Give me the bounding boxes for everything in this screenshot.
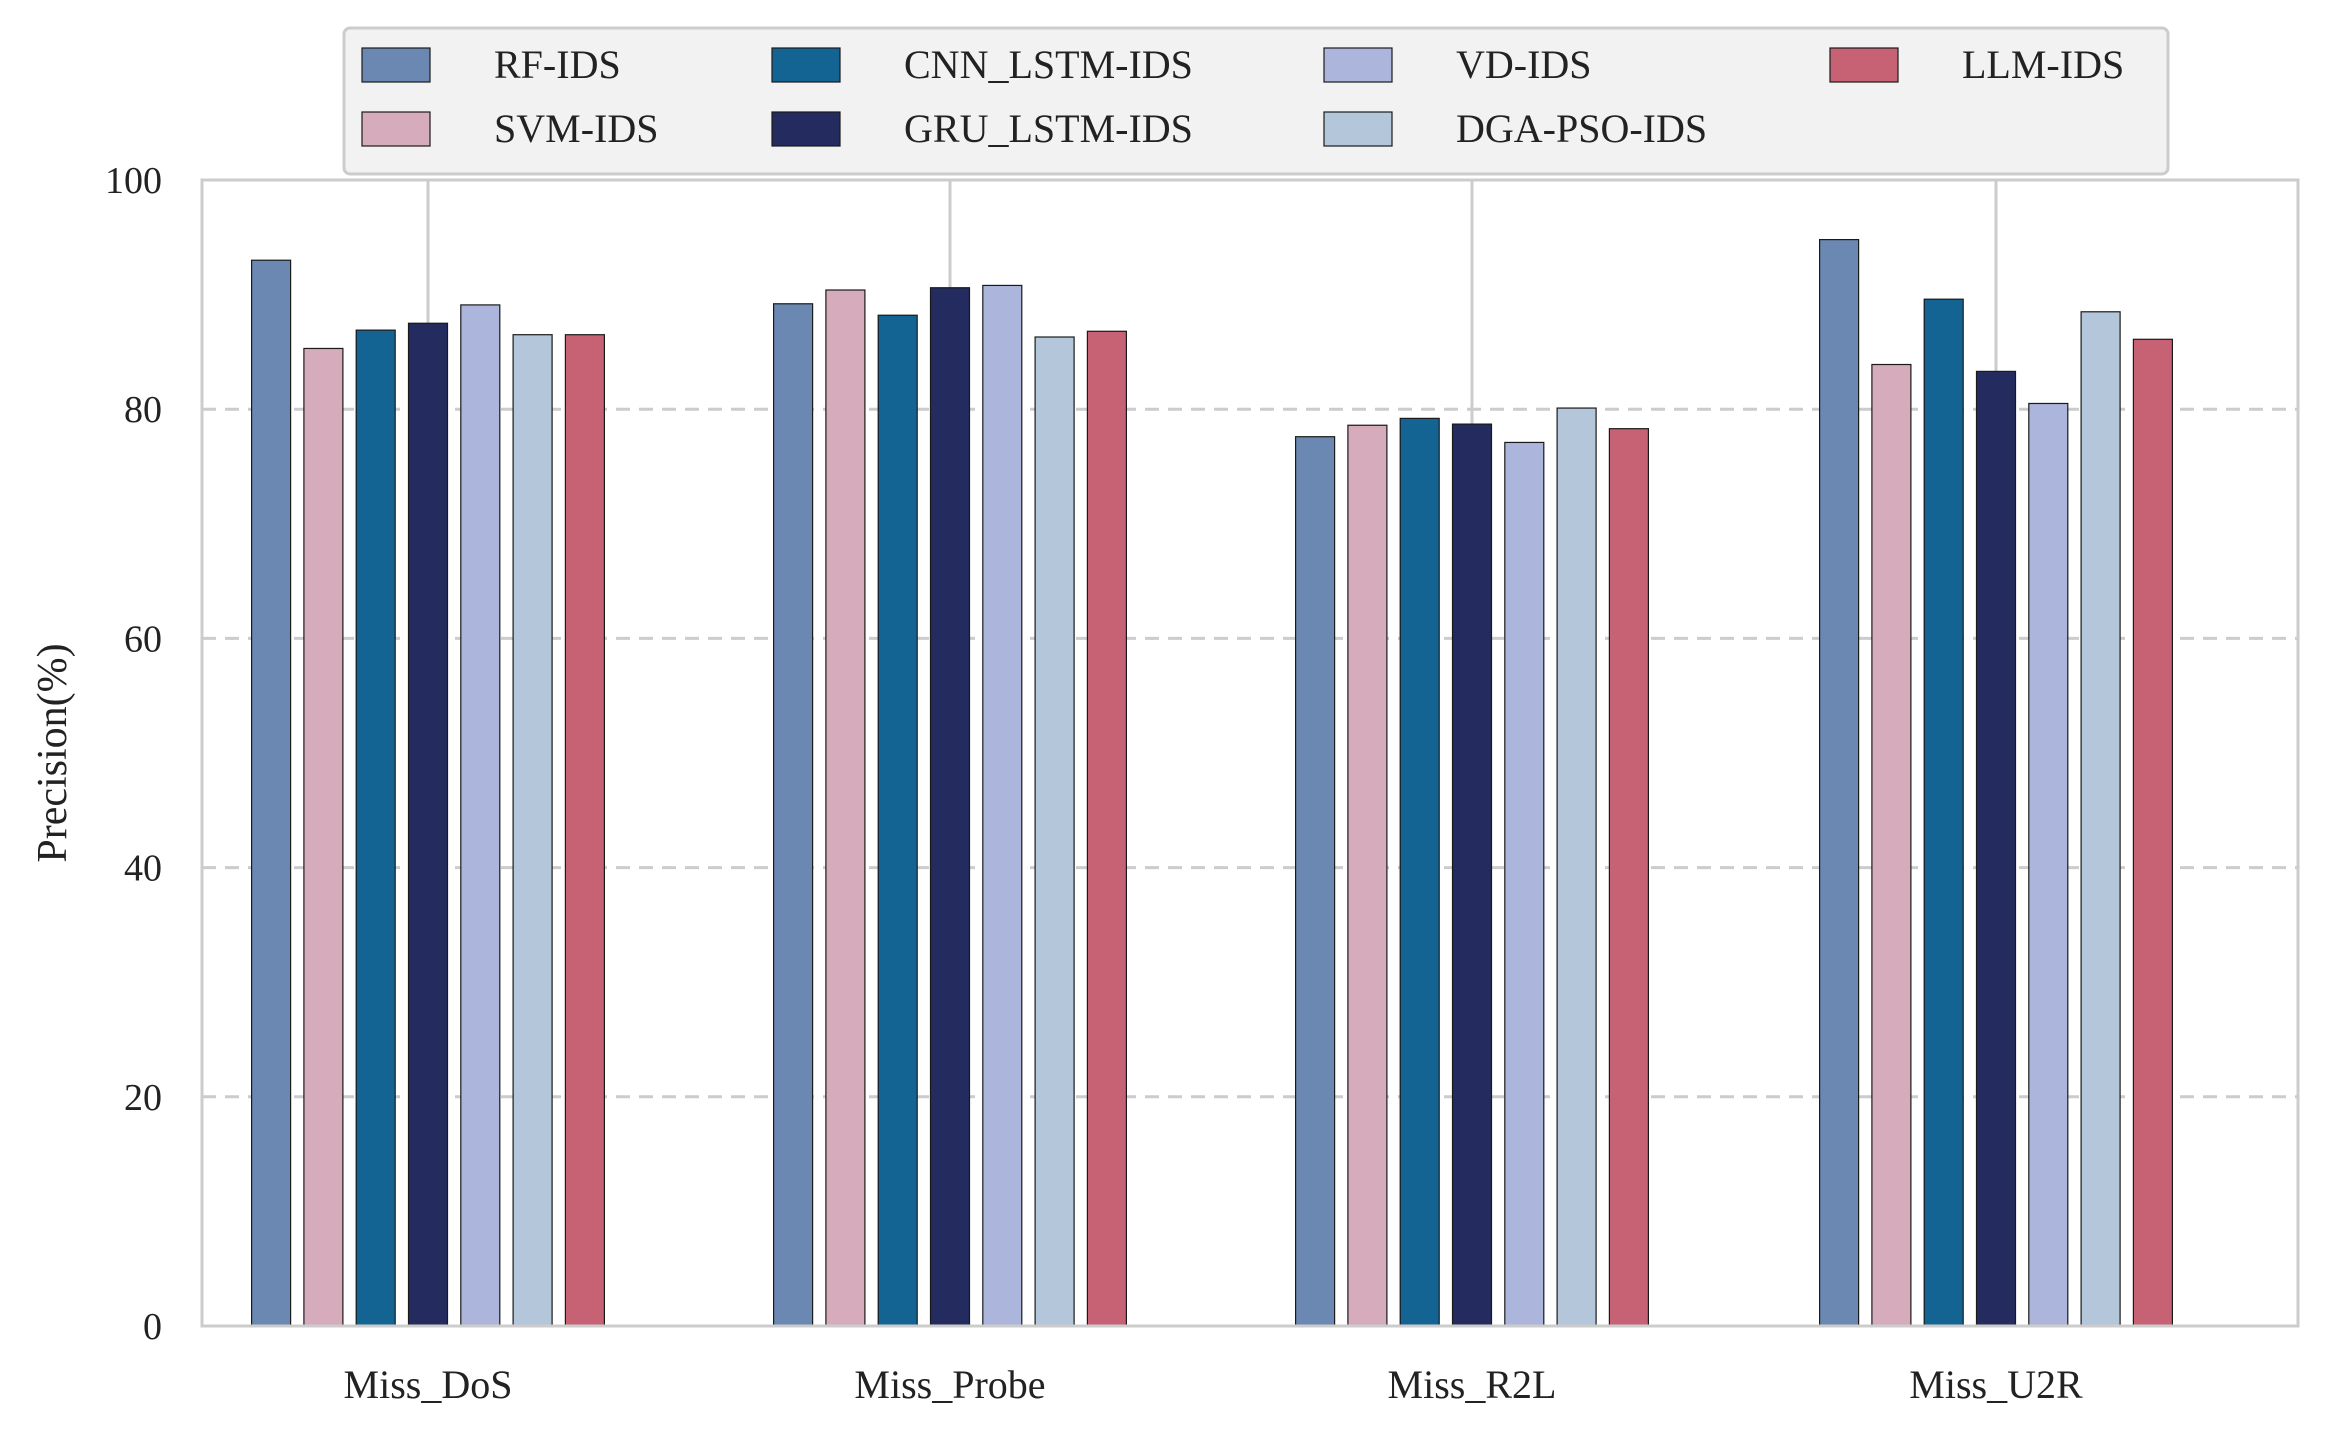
y-tick-labels: 0 20 40 60 80 100 <box>105 160 162 1348</box>
legend-label: GRU_LSTM-IDS <box>904 106 1193 151</box>
bar <box>877 314 918 1327</box>
bar <box>982 284 1023 1327</box>
legend-swatch <box>1829 47 1899 83</box>
bar <box>1399 417 1440 1327</box>
bar <box>407 322 449 1327</box>
bar <box>1294 436 1336 1327</box>
legend-swatch <box>1323 111 1393 147</box>
bar <box>564 334 606 1327</box>
bar <box>1451 423 1493 1327</box>
legend-label: RF-IDS <box>494 42 621 87</box>
x-category-labels: Miss_DoS Miss_Probe Miss_R2L Miss_U2R <box>344 1362 2083 1407</box>
bar <box>1556 407 1597 1327</box>
bar <box>929 287 971 1327</box>
bar <box>1608 428 1650 1327</box>
bar <box>1086 330 1128 1327</box>
bar <box>512 334 553 1327</box>
y-tick-label: 80 <box>124 389 162 431</box>
legend-label: CNN_LSTM-IDS <box>904 42 1193 87</box>
bar <box>1034 336 1075 1327</box>
legend-label: VD-IDS <box>1456 42 1592 87</box>
legend-swatch <box>771 47 841 83</box>
plot-frame <box>200 178 2300 1328</box>
legend-swatch <box>771 111 841 147</box>
bar <box>825 289 866 1327</box>
bar <box>355 329 396 1327</box>
x-tick-label: Miss_DoS <box>344 1362 513 1407</box>
x-tick-label: Miss_Probe <box>854 1362 1045 1407</box>
bar <box>1818 238 1860 1327</box>
legend-label: DGA-PSO-IDS <box>1456 106 1707 151</box>
bars-layer <box>251 238 2173 1327</box>
y-tick-label: 0 <box>143 1306 162 1348</box>
bar <box>2132 338 2173 1327</box>
bar <box>1871 363 1912 1327</box>
legend-swatch <box>361 47 431 83</box>
bar <box>1504 441 1545 1327</box>
y-tick-label: 40 <box>124 848 162 890</box>
x-tick-label: Miss_U2R <box>1909 1362 2083 1407</box>
bar <box>460 304 501 1327</box>
legend-swatch <box>361 111 431 147</box>
legend-swatch <box>1323 47 1393 83</box>
x-tick-label: Miss_R2L <box>1388 1362 1557 1407</box>
bar <box>1923 298 1964 1327</box>
bar <box>2028 402 2069 1327</box>
y-tick-label: 60 <box>124 618 162 660</box>
y-axis-title: Precision(%) <box>30 643 76 862</box>
bar <box>1347 424 1388 1327</box>
bar <box>251 259 292 1327</box>
legend: RF-IDS SVM-IDS CNN_LSTM-IDS GRU_LSTM-IDS VD-… <box>342 26 2170 176</box>
bar <box>772 303 814 1327</box>
legend-label: LLM-IDS <box>1962 42 2124 87</box>
bar <box>303 347 344 1327</box>
bar <box>2080 311 2121 1327</box>
y-tick-label: 100 <box>105 160 162 202</box>
bar <box>1975 370 2017 1327</box>
legend-label: SVM-IDS <box>494 106 658 151</box>
y-tick-label: 20 <box>124 1077 162 1119</box>
